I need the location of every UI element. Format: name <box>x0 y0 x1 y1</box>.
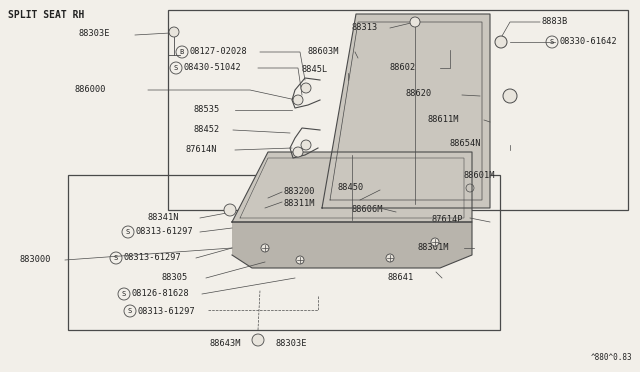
Text: 08126-81628: 08126-81628 <box>132 289 189 298</box>
Circle shape <box>301 83 311 93</box>
Text: S: S <box>122 291 126 297</box>
Text: 88313: 88313 <box>352 22 378 32</box>
Text: 08313-61297: 08313-61297 <box>136 228 194 237</box>
Text: S: S <box>550 39 554 45</box>
Text: 8845L: 8845L <box>302 65 328 74</box>
Circle shape <box>301 140 311 150</box>
Text: 88452: 88452 <box>193 125 220 135</box>
Text: 8883B: 8883B <box>542 16 568 26</box>
Circle shape <box>495 36 507 48</box>
Circle shape <box>224 204 236 216</box>
Circle shape <box>410 17 420 27</box>
Text: 88603M: 88603M <box>308 48 339 57</box>
Text: 88303E: 88303E <box>276 340 307 349</box>
Text: 883000: 883000 <box>20 256 51 264</box>
Circle shape <box>252 334 264 346</box>
Circle shape <box>296 256 304 264</box>
Polygon shape <box>232 152 472 222</box>
Text: 88305: 88305 <box>162 273 188 282</box>
Text: 88620: 88620 <box>406 89 432 97</box>
Text: S: S <box>174 65 178 71</box>
Text: 87614N: 87614N <box>186 145 218 154</box>
Text: 886000: 886000 <box>74 86 106 94</box>
Text: 88301M: 88301M <box>418 244 449 253</box>
Text: ^880^0.83: ^880^0.83 <box>590 353 632 362</box>
Text: 88601M: 88601M <box>464 170 495 180</box>
Text: S: S <box>114 255 118 261</box>
Circle shape <box>431 238 439 246</box>
Bar <box>68 175 500 330</box>
Polygon shape <box>322 14 490 208</box>
Text: 88450: 88450 <box>338 183 364 192</box>
Circle shape <box>293 95 303 105</box>
Circle shape <box>386 254 394 262</box>
Text: 88611M: 88611M <box>428 115 460 124</box>
Text: B: B <box>180 49 184 55</box>
Circle shape <box>169 27 179 37</box>
Text: 88643M: 88643M <box>210 340 241 349</box>
Circle shape <box>293 147 303 157</box>
Text: 88602: 88602 <box>390 62 416 71</box>
Text: 88535: 88535 <box>193 106 220 115</box>
Text: 88311M: 88311M <box>284 199 316 208</box>
Circle shape <box>261 244 269 252</box>
Circle shape <box>503 89 517 103</box>
Text: 08313-61297: 08313-61297 <box>124 253 182 263</box>
Text: 88641: 88641 <box>388 273 414 282</box>
Text: S: S <box>126 229 130 235</box>
Text: S: S <box>128 308 132 314</box>
Text: SPLIT SEAT RH: SPLIT SEAT RH <box>8 10 84 20</box>
Text: 88654N: 88654N <box>450 140 481 148</box>
Text: 08127-02028: 08127-02028 <box>190 48 248 57</box>
Text: 08430-51042: 08430-51042 <box>184 64 242 73</box>
Text: 88341N: 88341N <box>148 212 179 221</box>
Text: 87614P: 87614P <box>432 215 463 224</box>
Text: 08330-61642: 08330-61642 <box>560 38 618 46</box>
Text: 883200: 883200 <box>284 187 316 196</box>
Text: 08313-61297: 08313-61297 <box>138 307 196 315</box>
Bar <box>168 10 628 210</box>
Text: 88606M: 88606M <box>352 205 383 215</box>
Polygon shape <box>232 222 472 268</box>
Text: 88303E: 88303E <box>79 29 110 38</box>
